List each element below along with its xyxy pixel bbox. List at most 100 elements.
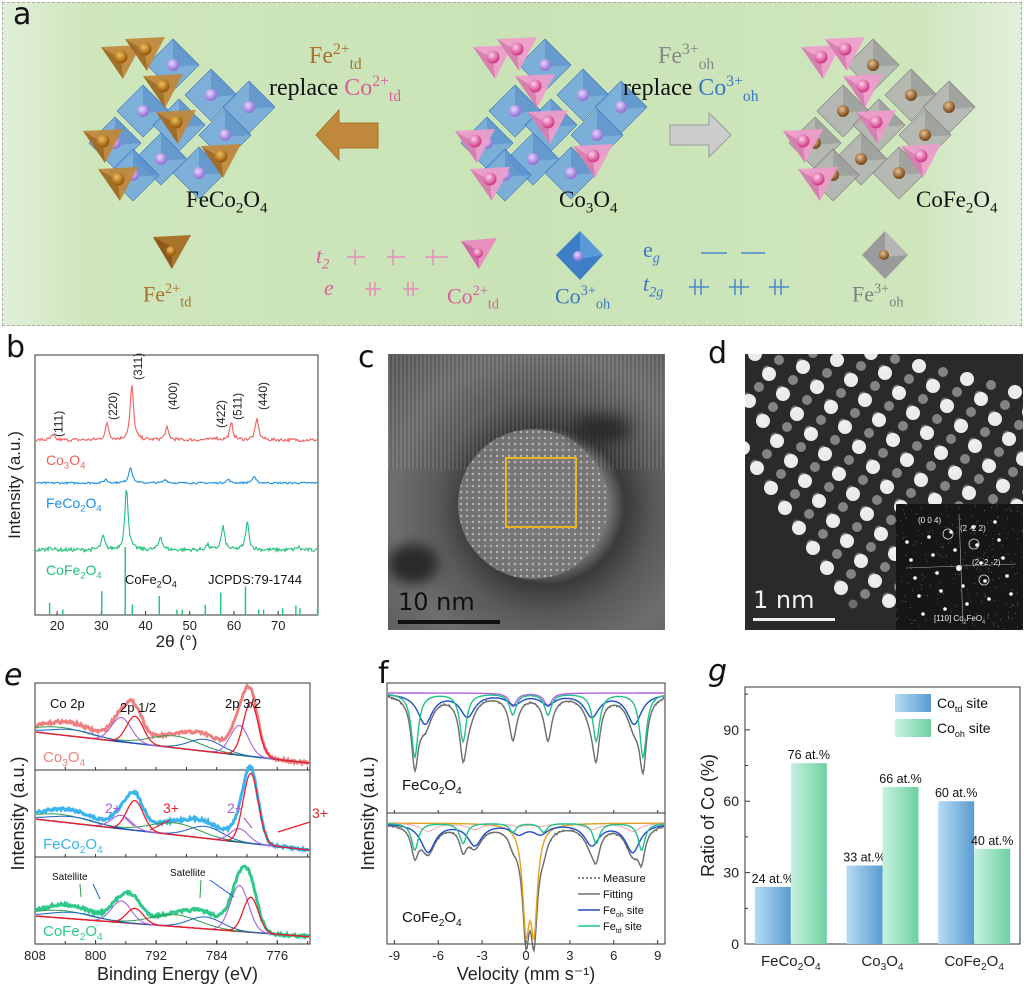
noise [948, 543, 950, 545]
noise [982, 533, 984, 535]
panel-f-mossbauer-chart: -9 -6 -3 0 3 6 9 Velocity (mm s⁻¹) Intensity (a.… [358, 682, 666, 984]
x-tick-label: CoFe2O4 [944, 953, 1004, 973]
dim-column [852, 522, 862, 532]
xps-satellite-1 [36, 728, 310, 764]
diffraction-spot [961, 584, 965, 588]
noise [994, 599, 996, 601]
bar-value-label: 40 at.% [971, 834, 1013, 848]
bar-td-1 [846, 865, 883, 944]
noise [917, 518, 919, 520]
noise [1021, 512, 1023, 514]
noise [987, 616, 989, 618]
panel-a-schematic: a [2, 0, 1022, 326]
dim-column [880, 562, 890, 572]
dim-column [822, 368, 832, 378]
bright-column [764, 481, 778, 495]
tetrahedron-face [515, 76, 537, 108]
noise [979, 557, 981, 559]
tetrahedron-face [843, 76, 865, 108]
noise [896, 504, 898, 506]
diffraction-spot [971, 525, 975, 529]
series-label-CoFe2O4: CoFe2O4 [46, 562, 102, 582]
noise [985, 596, 987, 598]
octahedron-face [911, 69, 937, 97]
dim-column [878, 448, 888, 458]
spot-circle [968, 538, 980, 550]
noise [949, 527, 951, 529]
noise [1016, 510, 1018, 512]
atom [867, 59, 879, 71]
dim-column [1000, 400, 1010, 410]
noise [979, 619, 981, 621]
x-tick-label: FeCo2O4 [761, 953, 821, 973]
octahedron-face [545, 39, 571, 67]
diffraction-spot [1001, 556, 1005, 560]
noise [970, 532, 972, 534]
bright-column [796, 360, 810, 374]
noise [948, 515, 950, 517]
noise [913, 619, 914, 621]
noise [950, 611, 952, 613]
noise [921, 588, 923, 590]
legend-label: Cotd site [937, 695, 988, 714]
scale-bar-label: 1 nm [753, 586, 815, 614]
xps-envelope-CoFe2O4 [35, 866, 310, 938]
panel-letter-c: c [358, 340, 375, 375]
noise [952, 524, 954, 526]
octahedron-face [505, 149, 531, 177]
noise [917, 513, 919, 515]
bright-column [846, 487, 860, 501]
noise [926, 561, 928, 563]
noise [998, 533, 1000, 535]
noise [937, 570, 939, 572]
dim-column [788, 375, 798, 385]
haadf-stem-image: (0 0 4) (2 -2 2) (2 -2 -2) [110] Co2FeO4… [745, 354, 1023, 630]
feco2o4-crystal-structure [83, 37, 276, 202]
noise [906, 504, 908, 506]
selected-region-box [505, 457, 577, 528]
x-tick-label: 808 [24, 948, 46, 963]
diffraction-spot [1005, 574, 1009, 578]
diffraction-spot [979, 561, 983, 565]
noise [905, 536, 907, 538]
noise [895, 520, 897, 522]
bright-column [928, 493, 942, 507]
noise [900, 520, 902, 522]
doublet-curve [388, 822, 664, 941]
noise [937, 552, 939, 554]
bright-column [920, 426, 934, 440]
x-tick-label: 50 [183, 618, 197, 633]
bright-column [974, 392, 988, 406]
noise [941, 546, 943, 548]
noise [895, 618, 897, 620]
satellite-arrow [79, 883, 82, 898]
bright-column [954, 419, 968, 433]
noise [996, 504, 998, 506]
x-tick-label: 9 [654, 948, 661, 963]
td-orbital-levels-icon [347, 249, 448, 296]
atom [615, 101, 627, 113]
noise [1006, 537, 1008, 539]
x-tick-label: 0 [522, 948, 529, 963]
reference-label: CoFe2O4 [125, 572, 177, 589]
noise [1021, 623, 1023, 625]
x-tick-label: 3 [566, 948, 573, 963]
bright-column [934, 446, 948, 460]
tetrahedron-face [101, 47, 123, 79]
noise [920, 542, 922, 544]
noise [983, 554, 985, 556]
noise [988, 614, 990, 616]
noise [1008, 573, 1010, 575]
dim-column [926, 461, 936, 471]
noise [902, 537, 904, 539]
noise [984, 595, 986, 597]
atom [468, 134, 482, 148]
bright-column [810, 380, 824, 394]
dim-column [938, 367, 948, 377]
dim-column [818, 529, 828, 539]
y-axis-label: Ratio of Co (%) [698, 754, 718, 877]
dim-column [804, 509, 814, 519]
noise [1011, 604, 1013, 606]
atom [905, 89, 917, 101]
atom [893, 167, 905, 179]
